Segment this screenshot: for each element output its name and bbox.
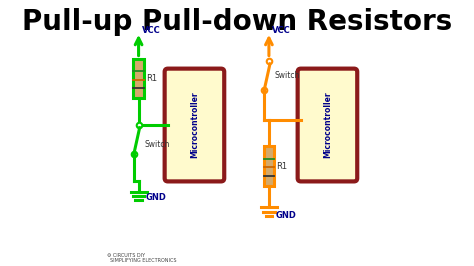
Text: ⚙ CIRCUITS DIY
  SIMPLIFYING ELECTRONICS: ⚙ CIRCUITS DIY SIMPLIFYING ELECTRONICS — [107, 252, 176, 263]
Text: GND: GND — [275, 211, 296, 221]
Text: R1: R1 — [146, 74, 157, 83]
Text: R1: R1 — [276, 162, 287, 171]
Text: GND: GND — [145, 193, 166, 202]
Text: Switch: Switch — [145, 140, 170, 149]
FancyBboxPatch shape — [133, 59, 144, 98]
Text: VCC: VCC — [142, 26, 161, 35]
Text: Pull-up Pull-down Resistors: Pull-up Pull-down Resistors — [22, 8, 452, 36]
FancyBboxPatch shape — [164, 69, 224, 181]
Text: Microcontroller: Microcontroller — [190, 92, 199, 158]
FancyBboxPatch shape — [298, 69, 357, 181]
Text: Switch: Switch — [275, 71, 300, 80]
Text: VCC: VCC — [272, 26, 291, 35]
FancyBboxPatch shape — [264, 146, 274, 186]
Text: Microcontroller: Microcontroller — [323, 92, 332, 158]
